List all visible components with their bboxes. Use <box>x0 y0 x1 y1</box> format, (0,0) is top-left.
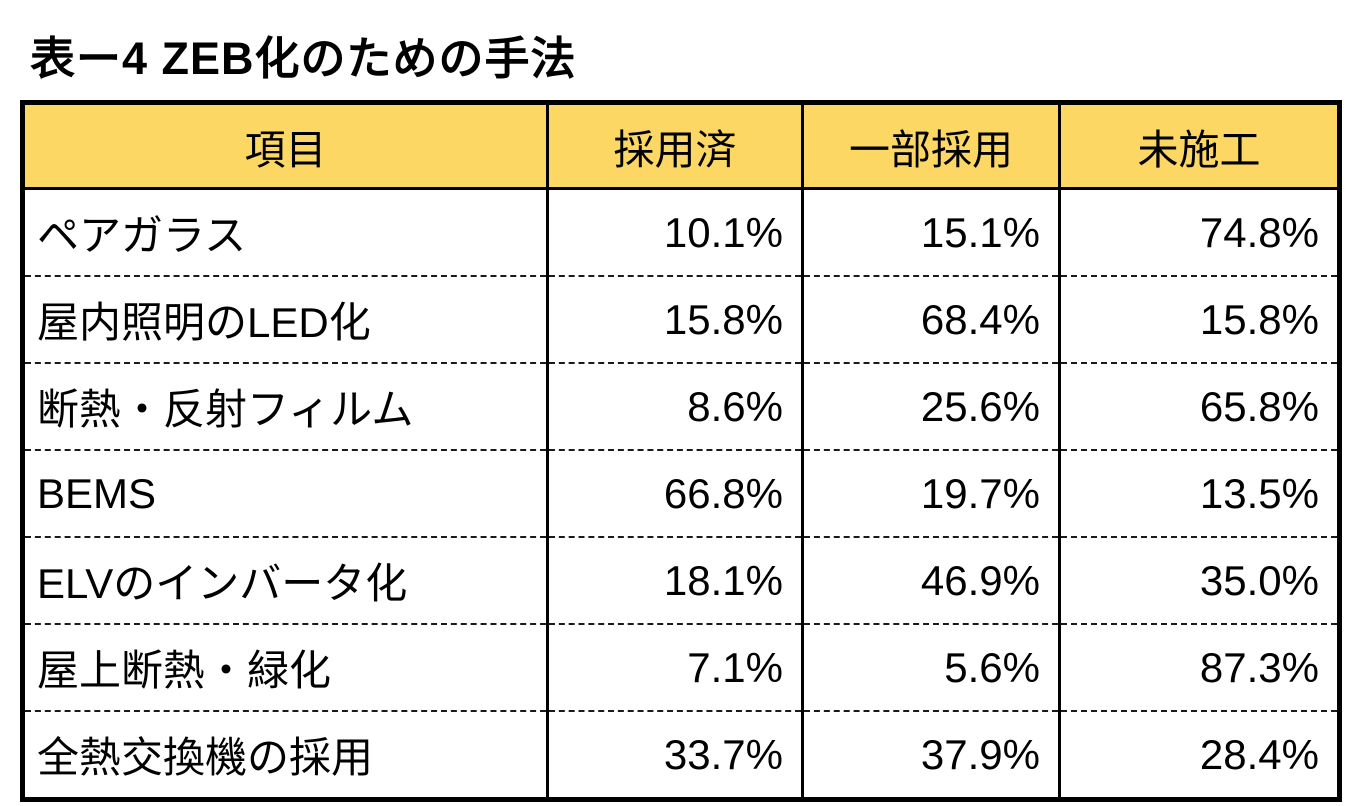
value-cell: 19.7% <box>801 449 1060 537</box>
table-row: ELVのインバータ化 18.1% 46.9% 35.0% <box>22 536 1340 624</box>
value-cell: 7.1% <box>546 623 803 711</box>
page-title: 表ー4 ZEB化のための手法 <box>30 33 577 84</box>
table-row: 屋内照明のLED化 15.8% 68.4% 15.8% <box>22 275 1340 363</box>
value-cell: 66.8% <box>546 449 803 537</box>
value-cell: 15.8% <box>1058 275 1340 363</box>
row-label: 全熱交換機の採用 <box>22 710 548 800</box>
value-cell: 46.9% <box>801 536 1060 624</box>
value-cell: 28.4% <box>1058 710 1340 800</box>
value-cell: 35.0% <box>1058 536 1340 624</box>
row-label: 屋内照明のLED化 <box>22 275 548 363</box>
value-cell: 8.6% <box>546 362 803 450</box>
value-cell: 25.6% <box>801 362 1060 450</box>
row-label: 断熱・反射フィルム <box>22 362 548 450</box>
value-cell: 5.6% <box>801 623 1060 711</box>
row-label: 屋上断熱・緑化 <box>22 623 548 711</box>
value-cell: 87.3% <box>1058 623 1340 711</box>
column-header-partial: 一部採用 <box>801 102 1060 190</box>
value-cell: 10.1% <box>546 188 803 276</box>
value-cell: 13.5% <box>1058 449 1340 537</box>
table-row: 屋上断熱・緑化 7.1% 5.6% 87.3% <box>22 623 1340 711</box>
table-row: ペアガラス 10.1% 15.1% 74.8% <box>23 188 1340 276</box>
column-header-adopted: 採用済 <box>546 102 803 190</box>
table-row: 断熱・反射フィルム 8.6% 25.6% 65.8% <box>22 362 1340 450</box>
value-cell: 15.1% <box>801 188 1060 276</box>
row-label: ペアガラス <box>37 212 247 259</box>
value-cell: 37.9% <box>801 710 1060 800</box>
zeb-methods-table: 項目 採用済 一部採用 未施工 ペアガラス 10.1% 15.1% 74.8% … <box>20 100 1342 802</box>
value-cell: 65.8% <box>1058 362 1340 450</box>
column-header-item: 項目 <box>22 102 548 190</box>
table-row: BEMS 66.8% 19.7% 13.5% <box>22 449 1340 537</box>
value-cell: 18.1% <box>546 536 803 624</box>
table-row: 全熱交換機の採用 33.7% 37.9% 28.4% <box>22 710 1340 800</box>
header-row: 項目 採用済 一部採用 未施工 <box>22 102 1340 190</box>
value-cell: 68.4% <box>801 275 1060 363</box>
value-cell: 33.7% <box>546 710 803 800</box>
value-cell: 74.8% <box>1058 188 1340 276</box>
row-label: ELVのインバータ化 <box>22 536 548 624</box>
row-label: BEMS <box>22 449 548 537</box>
column-header-notbuilt: 未施工 <box>1058 102 1340 190</box>
value-cell: 15.8% <box>546 275 803 363</box>
